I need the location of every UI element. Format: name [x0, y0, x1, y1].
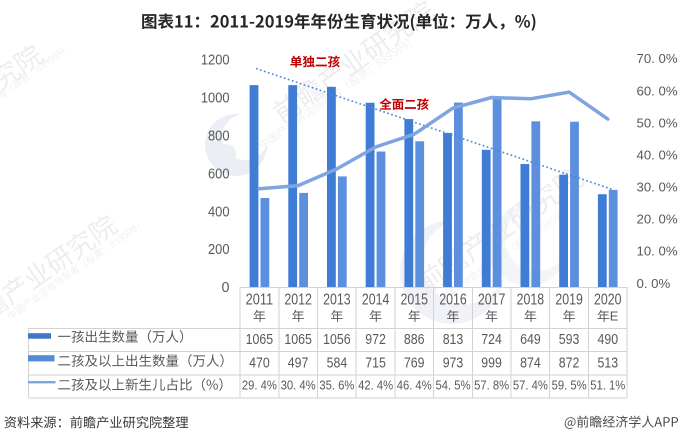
svg-text:593: 593 [559, 332, 580, 348]
svg-text:497: 497 [288, 355, 309, 371]
svg-text:50. 0%: 50. 0% [637, 115, 678, 130]
svg-text:20. 0%: 20. 0% [637, 212, 678, 227]
svg-text:999: 999 [481, 355, 502, 371]
svg-text:60. 0%: 60. 0% [637, 83, 678, 98]
svg-text:1056: 1056 [323, 332, 351, 348]
svg-text:513: 513 [598, 355, 619, 371]
svg-text:1200: 1200 [201, 53, 230, 69]
svg-text:46. 4%: 46. 4% [397, 377, 432, 392]
svg-text:470: 470 [249, 355, 270, 371]
svg-text:2015: 2015 [400, 292, 428, 309]
svg-text:2012: 2012 [284, 292, 312, 309]
svg-text:10. 0%: 10. 0% [637, 244, 678, 259]
svg-text:59. 5%: 59. 5% [552, 377, 587, 392]
svg-text:0. 0%: 0. 0% [637, 276, 671, 291]
svg-text:600: 600 [208, 166, 230, 182]
svg-text:972: 972 [365, 332, 386, 348]
svg-text:1000: 1000 [201, 91, 230, 107]
svg-text:490: 490 [598, 332, 619, 348]
svg-text:800: 800 [208, 128, 230, 144]
svg-text:874: 874 [520, 355, 541, 371]
svg-text:0: 0 [222, 280, 230, 296]
svg-text:2013: 2013 [323, 292, 351, 309]
svg-text:886: 886 [404, 332, 425, 348]
svg-text:30. 4%: 30. 4% [281, 377, 316, 392]
svg-text:51. 1%: 51. 1% [590, 377, 625, 392]
svg-text:872: 872 [559, 355, 580, 371]
svg-text:35. 6%: 35. 6% [319, 377, 354, 392]
svg-text:40. 0%: 40. 0% [637, 148, 678, 163]
svg-text:70. 0%: 70. 0% [637, 51, 678, 66]
svg-text:2020: 2020 [594, 292, 622, 309]
svg-text:2018: 2018 [517, 292, 545, 309]
svg-text:42. 4%: 42. 4% [358, 377, 393, 392]
svg-text:400: 400 [208, 204, 230, 220]
svg-text:769: 769 [404, 355, 425, 371]
svg-text:1065: 1065 [246, 332, 274, 348]
svg-text:57. 4%: 57. 4% [513, 377, 548, 392]
svg-text:724: 724 [481, 332, 502, 348]
svg-text:E: E [610, 308, 619, 323]
svg-text:2016: 2016 [439, 292, 467, 309]
svg-text:29. 4%: 29. 4% [242, 377, 277, 392]
svg-text:973: 973 [443, 355, 464, 371]
svg-text:2011: 2011 [246, 292, 274, 309]
svg-text:715: 715 [365, 355, 386, 371]
svg-text:2017: 2017 [478, 292, 506, 309]
svg-text:584: 584 [327, 355, 348, 371]
svg-text:54. 5%: 54. 5% [436, 377, 471, 392]
svg-text:1065: 1065 [284, 332, 312, 348]
svg-text:2014: 2014 [362, 292, 390, 309]
svg-text:2019: 2019 [555, 292, 583, 309]
svg-text:30. 0%: 30. 0% [637, 180, 678, 195]
svg-text:57. 8%: 57. 8% [474, 377, 509, 392]
svg-text:813: 813 [443, 332, 464, 348]
svg-text:200: 200 [208, 242, 230, 258]
svg-text:649: 649 [520, 332, 541, 348]
